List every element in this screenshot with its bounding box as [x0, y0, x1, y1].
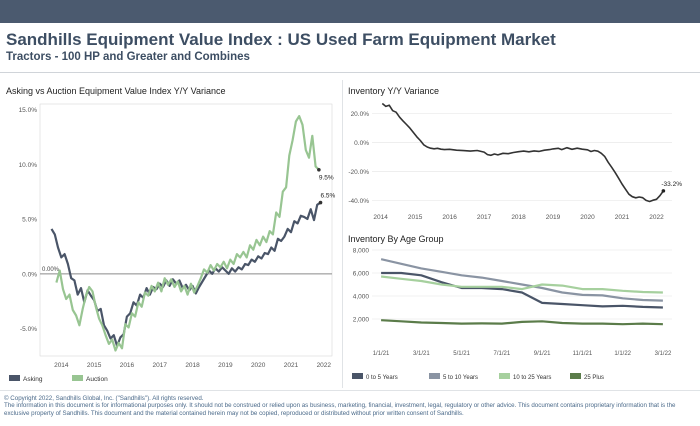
zero-line-label: 0.00%: [42, 267, 60, 273]
inventory-yoy-chart-title: Inventory Y/Y Variance: [348, 86, 440, 96]
x-tick-label: 2015: [408, 214, 423, 221]
x-tick-label: 2018: [511, 214, 526, 221]
legend-swatch-age-group-2: [429, 373, 440, 379]
x-tick-label: 2014: [54, 362, 69, 369]
value-index-chart-title: Asking vs Auction Equipment Value Index …: [6, 86, 226, 96]
x-tick-label: 9/1/21: [534, 351, 551, 357]
series-line-inventory: [381, 102, 665, 203]
inventory-age-chart-title: Inventory By Age Group: [348, 234, 444, 244]
page-title: Sandhills Equipment Value Index : US Use…: [6, 30, 556, 49]
plot-frame: [39, 103, 333, 357]
y-tick-label: 2,000: [353, 317, 370, 324]
y-tick-label: -40.0%: [348, 198, 369, 205]
x-tick-label: 2016: [120, 362, 135, 369]
x-tick-label: 2017: [477, 214, 492, 221]
x-tick-label: 2018: [185, 362, 200, 369]
x-tick-label: 3/1/21: [413, 351, 430, 357]
series-line-age-group-2: [380, 258, 663, 302]
legend-label-age-group-2: 5 to 10 Years: [443, 375, 478, 381]
series-end-label-asking: 6.5%: [321, 193, 336, 200]
y-tick-label: 15.0%: [19, 107, 38, 114]
series-end-label-auction: 9.5%: [319, 175, 334, 182]
x-tick-label: 2020: [251, 362, 266, 369]
footer-divider: [0, 390, 700, 391]
y-tick-label: -20.0%: [348, 169, 369, 176]
series-end-point-inventory: [661, 189, 666, 193]
panel-divider: [342, 80, 343, 388]
y-tick-label: 0.0%: [22, 271, 37, 278]
y-tick-label: 10.0%: [19, 162, 38, 169]
y-tick-label: 6,000: [353, 271, 370, 278]
legend-swatch-age-group-3: [499, 373, 510, 379]
legend-swatch-asking: [9, 375, 20, 381]
x-tick-label: 2019: [546, 214, 561, 221]
y-tick-label: 4,000: [353, 294, 370, 301]
series-end-label-inventory: -33.2%: [661, 181, 682, 188]
x-tick-label: 2017: [153, 362, 168, 369]
legend-swatch-age-group-4: [570, 373, 581, 379]
legend-swatch-auction: [72, 375, 83, 381]
legend-swatch-age-group-1: [352, 373, 363, 379]
inventory-yoy-chart: 20.0% 0.0% -20.0% -40.0% 2014 2015 2016 2017 201…: [348, 102, 682, 221]
x-tick-label: 1/1/22: [614, 351, 631, 357]
x-tick-label: 2021: [615, 214, 630, 221]
footer: © Copyright 2022, Sandhills Global, Inc.…: [4, 395, 696, 417]
series-line-age-group-4: [381, 319, 663, 326]
x-tick-label: 2014: [373, 214, 388, 221]
series-line-auction: [55, 115, 320, 352]
y-tick-label: 0.0%: [354, 140, 369, 147]
y-tick-label: -5.0%: [20, 326, 37, 333]
y-tick-label: 5.0%: [22, 217, 37, 224]
x-tick-label: 2022: [317, 362, 332, 369]
x-tick-label: 11/1/21: [573, 351, 593, 357]
page-subtitle: Tractors - 100 HP and Greater and Combin…: [6, 51, 250, 63]
legend-label-auction: Auction: [86, 376, 108, 383]
legend-label-age-group-4: 25 Plus: [584, 375, 604, 381]
x-tick-label: 5/1/21: [453, 351, 470, 357]
legend-label-age-group-3: 10 to 25 Years: [513, 375, 551, 381]
top-banner: [0, 0, 700, 23]
value-index-chart: 15.0% 10.0% 5.0% 0.0% -5.0% 0.00% 2014 2015 2016…: [9, 103, 336, 383]
series-line-age-group-3: [380, 275, 663, 294]
x-tick-label: 2022: [649, 214, 664, 221]
footer-copyright: © Copyright 2022, Sandhills Global, Inc.…: [4, 395, 204, 402]
series-line-asking: [50, 201, 322, 348]
legend-label-age-group-1: 0 to 5 Years: [366, 375, 398, 381]
x-tick-label: 2015: [87, 362, 102, 369]
x-tick-label: 3/1/22: [655, 351, 672, 357]
inventory-age-chart: 8,000 6,000 4,000 2,000 1/1/21 3/1/21 5/1/21 7/…: [352, 248, 672, 381]
y-tick-label: 8,000: [353, 248, 370, 255]
series-end-point-auction: [317, 167, 321, 172]
x-tick-label: 7/1/21: [494, 351, 511, 357]
x-tick-label: 1/1/21: [373, 351, 390, 357]
x-tick-label: 2016: [442, 214, 457, 221]
series-line-age-group-1: [381, 271, 663, 309]
series-end-point-asking: [318, 200, 323, 205]
legend-label-asking: Asking: [23, 376, 43, 383]
footer-disclaimer: The information in this document is for …: [4, 402, 676, 417]
x-tick-label: 2021: [284, 362, 299, 369]
header-divider: [0, 72, 700, 73]
y-tick-label: 20.0%: [351, 111, 370, 118]
x-tick-label: 2019: [218, 362, 233, 369]
x-tick-label: 2020: [580, 214, 595, 221]
